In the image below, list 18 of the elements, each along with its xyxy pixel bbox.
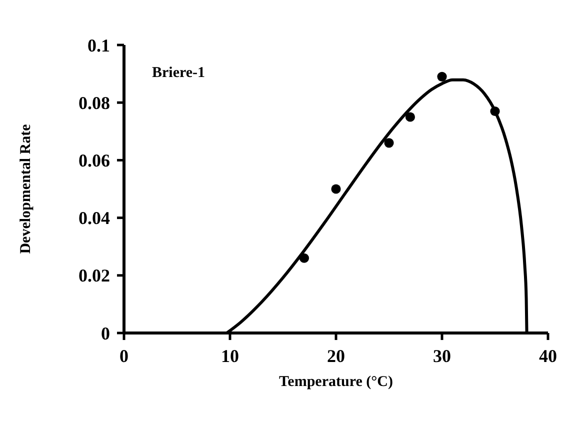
annotation: Briere-1	[152, 65, 206, 81]
x-tick-label: 30	[433, 346, 451, 366]
y-tick-label: 0.06	[78, 150, 110, 170]
y-tick-label: 0.1	[88, 35, 110, 56]
y-tick-label: 0.02	[78, 266, 110, 286]
point	[405, 112, 415, 122]
x-tick-label: 10	[221, 346, 239, 366]
point	[437, 72, 447, 82]
point	[384, 138, 394, 148]
y-tick-label: 0.08	[78, 92, 110, 113]
point	[331, 184, 341, 194]
y-tick-label: 0	[101, 323, 110, 344]
x-axis-title: Temperature (°C)	[279, 374, 393, 390]
x-tick-label: 0	[120, 346, 128, 366]
x-tick-label: 40	[539, 346, 557, 366]
y-axis-title: Developmental Rate	[18, 124, 34, 254]
y-tick-label: 0.04	[78, 208, 110, 228]
x-tick-label: 20	[327, 346, 345, 366]
